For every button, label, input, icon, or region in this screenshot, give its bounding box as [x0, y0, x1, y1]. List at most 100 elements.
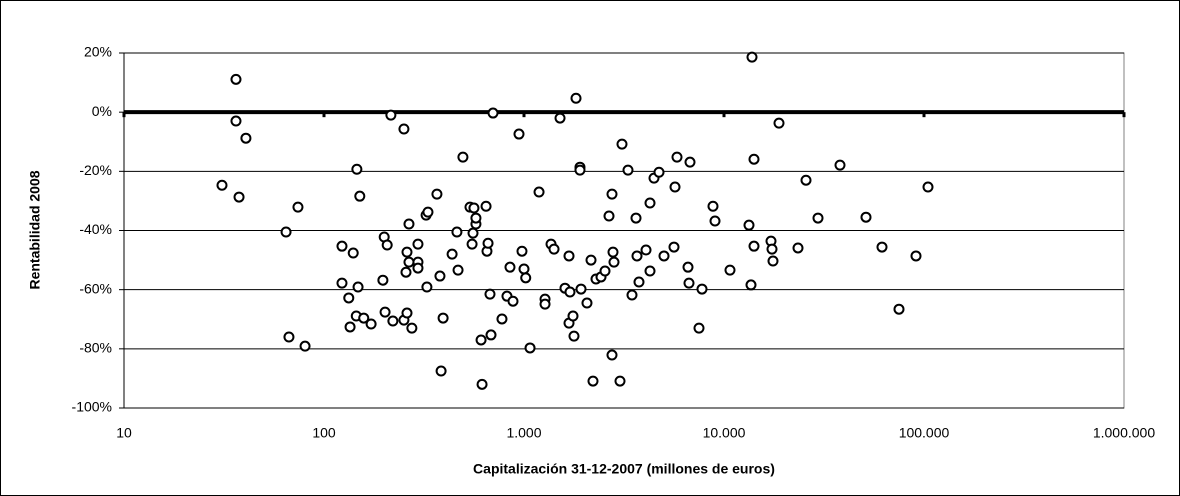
x-tick-label: 1.000.000 [1093, 425, 1155, 441]
point [626, 289, 638, 301]
point [520, 272, 532, 284]
point [401, 246, 413, 258]
point [377, 274, 389, 286]
point [599, 265, 611, 277]
point [401, 307, 413, 319]
point [467, 227, 479, 239]
point [748, 153, 760, 165]
point [622, 164, 634, 176]
point [336, 240, 348, 252]
point [575, 283, 587, 295]
point [487, 107, 499, 119]
y-tick-label: -20% [79, 162, 112, 178]
point [608, 256, 620, 268]
point [743, 219, 755, 231]
point [468, 202, 480, 214]
point [554, 112, 566, 124]
point [746, 51, 758, 63]
point [466, 238, 478, 250]
y-tick-label: 20% [84, 44, 112, 60]
point [230, 73, 242, 85]
point [766, 243, 778, 255]
x-tick-label: 100 [312, 425, 336, 441]
y-tick-label: 0% [92, 103, 112, 119]
point [482, 237, 494, 249]
point [422, 206, 434, 218]
point [606, 349, 618, 361]
point [451, 226, 463, 238]
point [398, 123, 410, 135]
point [533, 186, 545, 198]
point [240, 132, 252, 144]
x-tick-label: 1.000 [506, 425, 541, 441]
point [216, 179, 228, 191]
point [470, 212, 482, 224]
point [358, 312, 370, 324]
point [518, 263, 530, 275]
point [564, 286, 576, 298]
point [283, 331, 295, 343]
point [475, 334, 487, 346]
y-axis-title: Rentabilidad 2008 [27, 170, 43, 289]
point [767, 255, 779, 267]
point [748, 240, 760, 252]
point [581, 297, 593, 309]
point [922, 181, 934, 193]
y-tick-label: -40% [79, 221, 112, 237]
point [860, 211, 872, 223]
point [344, 321, 356, 333]
point [606, 188, 618, 200]
point [548, 243, 560, 255]
point [352, 281, 364, 293]
point [351, 163, 363, 175]
point [446, 248, 458, 260]
point [607, 246, 619, 258]
point [709, 215, 721, 227]
point [504, 261, 516, 273]
point [412, 262, 424, 274]
x-axis-title: Capitalización 31-12-2007 (millones de e… [473, 461, 775, 477]
point [633, 276, 645, 288]
point [539, 298, 551, 310]
point [773, 117, 785, 129]
point [354, 190, 366, 202]
point [230, 115, 242, 127]
point [403, 256, 415, 268]
point [412, 238, 424, 250]
point [280, 226, 292, 238]
y-tick-label: -80% [79, 340, 112, 356]
point [516, 245, 528, 257]
point [336, 277, 348, 289]
point [403, 218, 415, 230]
point [365, 318, 377, 330]
point [893, 303, 905, 315]
y-tick-label: -60% [79, 280, 112, 296]
point [485, 329, 497, 341]
point [570, 92, 582, 104]
x-tick-label: 100.000 [899, 425, 950, 441]
point [524, 342, 536, 354]
point [631, 250, 643, 262]
point [910, 250, 922, 262]
point [644, 265, 656, 277]
point [513, 128, 525, 140]
point [671, 151, 683, 163]
point [696, 283, 708, 295]
point [476, 378, 488, 390]
point [834, 159, 846, 171]
point [800, 174, 812, 186]
point [585, 254, 597, 266]
point [299, 340, 311, 352]
point [792, 242, 804, 254]
point [614, 375, 626, 387]
point [669, 181, 681, 193]
point [630, 212, 642, 224]
point [385, 109, 397, 121]
point [437, 312, 449, 324]
point [682, 261, 694, 273]
point [292, 201, 304, 213]
point [653, 166, 665, 178]
point [347, 247, 359, 259]
point [400, 266, 412, 278]
point [684, 156, 696, 168]
